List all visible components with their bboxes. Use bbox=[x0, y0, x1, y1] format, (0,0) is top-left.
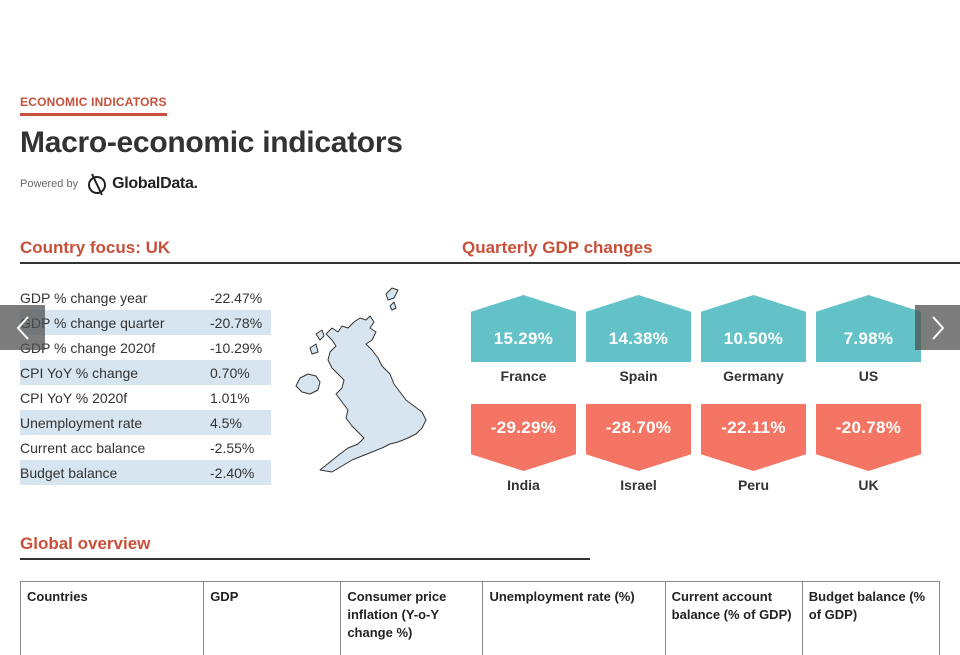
indicator-value: -2.40% bbox=[210, 464, 255, 481]
hex-value: -20.78% bbox=[816, 404, 921, 471]
indicator-row: Budget balance -2.40% bbox=[20, 460, 271, 485]
global-overview-rule bbox=[20, 558, 590, 560]
hex-item: -29.29% India bbox=[471, 404, 576, 493]
indicator-label: GDP % change 2020f bbox=[20, 339, 156, 356]
hex-country: UK bbox=[858, 477, 879, 493]
hex-item: 15.29% France bbox=[471, 295, 576, 384]
section-kicker[interactable]: ECONOMIC INDICATORS bbox=[20, 95, 167, 116]
indicator-label: GDP % change quarter bbox=[20, 314, 165, 331]
indicator-row: GDP % change year -22.47% bbox=[20, 285, 271, 310]
country-focus-rule bbox=[20, 262, 462, 264]
column-header: Consumer price inflation (Y-o-Y change %… bbox=[340, 581, 484, 655]
quarterly-gdp-rule bbox=[462, 262, 960, 264]
country-focus-title: Country focus: UK bbox=[20, 238, 171, 257]
hex-item: -20.78% UK bbox=[816, 404, 921, 493]
indicator-table: GDP % change year -22.47% GDP % change q… bbox=[20, 285, 271, 485]
hex-country: France bbox=[500, 368, 547, 384]
indicator-label: Unemployment rate bbox=[20, 414, 143, 431]
indicator-value: -20.78% bbox=[210, 314, 263, 331]
chevron-left-icon bbox=[16, 315, 29, 340]
hex-item: -28.70% Israel bbox=[586, 404, 691, 493]
indicator-value: -22.47% bbox=[210, 289, 263, 306]
hex-item: -22.11% Peru bbox=[701, 404, 806, 493]
hex-value: 7.98% bbox=[816, 295, 921, 362]
global-overview-title: Global overview bbox=[20, 534, 151, 553]
hex-country: US bbox=[858, 368, 879, 384]
indicator-row: Unemployment rate 4.5% bbox=[20, 410, 271, 435]
globaldata-logo-text: GlobalData. bbox=[112, 175, 198, 192]
indicator-row: GDP % change quarter -20.78% bbox=[20, 310, 271, 335]
indicator-row: Current acc balance -2.55% bbox=[20, 435, 271, 460]
hex-grid: 15.29% France 14.38% Spain 10.50% German… bbox=[471, 295, 921, 495]
indicator-value: -2.55% bbox=[210, 439, 255, 456]
indicator-label: Budget balance bbox=[20, 464, 118, 481]
indicator-row: CPI YoY % 2020f 1.01% bbox=[20, 385, 271, 410]
carousel-next-button[interactable] bbox=[915, 305, 960, 350]
hex-country: Germany bbox=[723, 368, 784, 384]
indicator-value: 1.01% bbox=[210, 389, 250, 406]
hex-country: India bbox=[507, 477, 540, 493]
column-header: Countries bbox=[19, 581, 205, 655]
indicator-value: -10.29% bbox=[210, 339, 263, 356]
indicator-label: Current acc balance bbox=[20, 439, 146, 456]
powered-by: Powered by GlobalData. bbox=[20, 172, 198, 196]
hex-value: 10.50% bbox=[701, 295, 806, 362]
hex-item: 10.50% Germany bbox=[701, 295, 806, 384]
hex-value: -28.70% bbox=[586, 404, 691, 471]
hex-country: Israel bbox=[620, 477, 657, 493]
hex-item: 14.38% Spain bbox=[586, 295, 691, 384]
indicator-label: CPI YoY % change bbox=[20, 364, 139, 381]
indicator-row: CPI YoY % change 0.70% bbox=[20, 360, 271, 385]
hex-country: Peru bbox=[737, 477, 770, 493]
hex-item: 7.98% US bbox=[816, 295, 921, 384]
indicator-row: GDP % change 2020f -10.29% bbox=[20, 335, 271, 360]
uk-map bbox=[295, 287, 427, 473]
column-header: Current account balance (% of GDP) bbox=[664, 581, 803, 655]
hex-value: -22.11% bbox=[701, 404, 806, 471]
powered-by-label: Powered by bbox=[20, 178, 79, 190]
column-header: GDP bbox=[203, 581, 342, 655]
globaldata-logo[interactable]: GlobalData. bbox=[86, 172, 198, 196]
globaldata-logo-icon bbox=[88, 173, 107, 196]
hex-value: 14.38% bbox=[586, 295, 691, 362]
page-title: Macro-economic indicators bbox=[20, 126, 403, 159]
column-header: Unemployment rate (%) bbox=[482, 581, 666, 655]
carousel-prev-button[interactable] bbox=[0, 305, 45, 350]
hex-country: Spain bbox=[619, 368, 658, 384]
overview-table: Countries GDP Consumer price inflation (… bbox=[19, 581, 941, 655]
column-header: Budget balance (% of GDP) bbox=[801, 581, 941, 655]
indicator-label: CPI YoY % 2020f bbox=[20, 389, 128, 406]
hex-value: -29.29% bbox=[471, 404, 576, 471]
quarterly-gdp-title: Quarterly GDP changes bbox=[462, 238, 653, 257]
table-header-row: Countries GDP Consumer price inflation (… bbox=[19, 581, 941, 655]
indicator-value: 0.70% bbox=[210, 364, 250, 381]
hex-value: 15.29% bbox=[471, 295, 576, 362]
chevron-right-icon bbox=[931, 315, 944, 340]
indicator-label: GDP % change year bbox=[20, 289, 148, 306]
indicator-value: 4.5% bbox=[210, 414, 242, 431]
